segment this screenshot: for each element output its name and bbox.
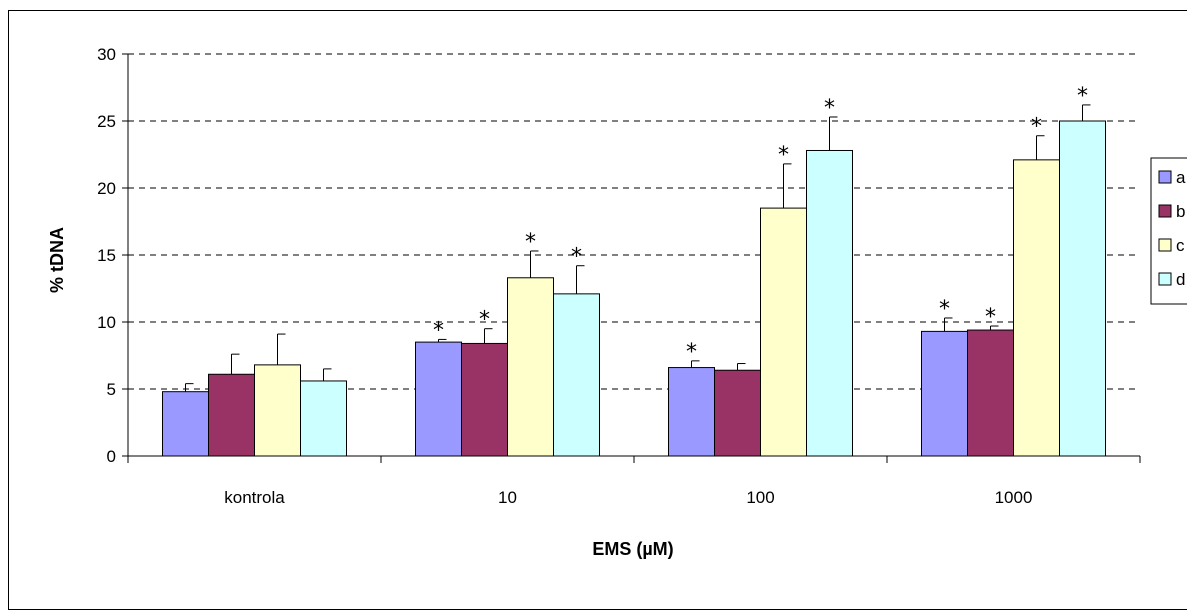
significance-star: * [1031,115,1042,140]
significance-star: * [571,245,582,270]
bar-d-100 [806,149,853,457]
bar-d-kontrola [300,380,347,457]
significance-star: * [433,318,444,343]
y-tick-label: 30 [97,45,116,64]
bar-c-1000 [1013,159,1060,457]
significance-star: * [479,308,490,333]
bar-c-10 [507,277,554,457]
legend-swatch-b [1158,204,1172,218]
bar-b-100 [714,369,761,457]
x-tick-label: kontrola [224,488,285,507]
significance-star: * [525,230,536,255]
bar-b-1000 [967,329,1014,457]
bar-a-kontrola [162,391,209,457]
x-tick-label: 1000 [995,488,1033,507]
bar-b-10 [461,342,508,457]
legend-swatch-d [1158,272,1172,286]
bar-d-10 [553,293,600,457]
bar-c-100 [760,207,807,457]
x-axis-title: EMS (µM) [592,539,673,559]
legend-label-a: a [1176,168,1186,187]
axes: 0 5 10 15 20 25 30 kontrola 10 100 1000 [97,45,1141,507]
bar-b-kontrola [208,373,255,457]
significance-star: * [939,297,950,322]
y-tick-label: 20 [97,179,116,198]
bar-a-100 [668,367,715,457]
y-tick-label: 25 [97,112,116,131]
bar-a-10 [415,341,462,457]
y-axis-title: % tDNA [47,227,67,293]
bar-a-1000 [921,330,968,457]
y-tick-label: 5 [107,380,116,399]
legend-label-d: d [1176,270,1185,289]
legend-label-b: b [1176,202,1185,221]
legend-swatch-c [1158,238,1172,252]
significance-star: * [1077,84,1088,109]
bar-c-kontrola [254,364,301,457]
significance-star: * [985,305,996,330]
x-tick-label: 100 [746,488,774,507]
bar-chart: * * * * * * * * * * * 0 5 10 15 20 25 30 kontrola 10 100 100… [47,45,1187,559]
significance-star: * [824,96,835,121]
bars: * * * * * * * * * * * [162,84,1106,457]
legend-label-c: c [1176,236,1185,255]
legend-swatch-a [1158,170,1172,184]
significance-star: * [686,340,697,365]
x-tick-label: 10 [498,488,517,507]
y-tick-label: 10 [97,313,116,332]
y-tick-label: 0 [107,447,116,466]
y-tick-label: 15 [97,246,116,265]
bar-d-1000 [1059,120,1106,457]
significance-star: * [778,143,789,168]
